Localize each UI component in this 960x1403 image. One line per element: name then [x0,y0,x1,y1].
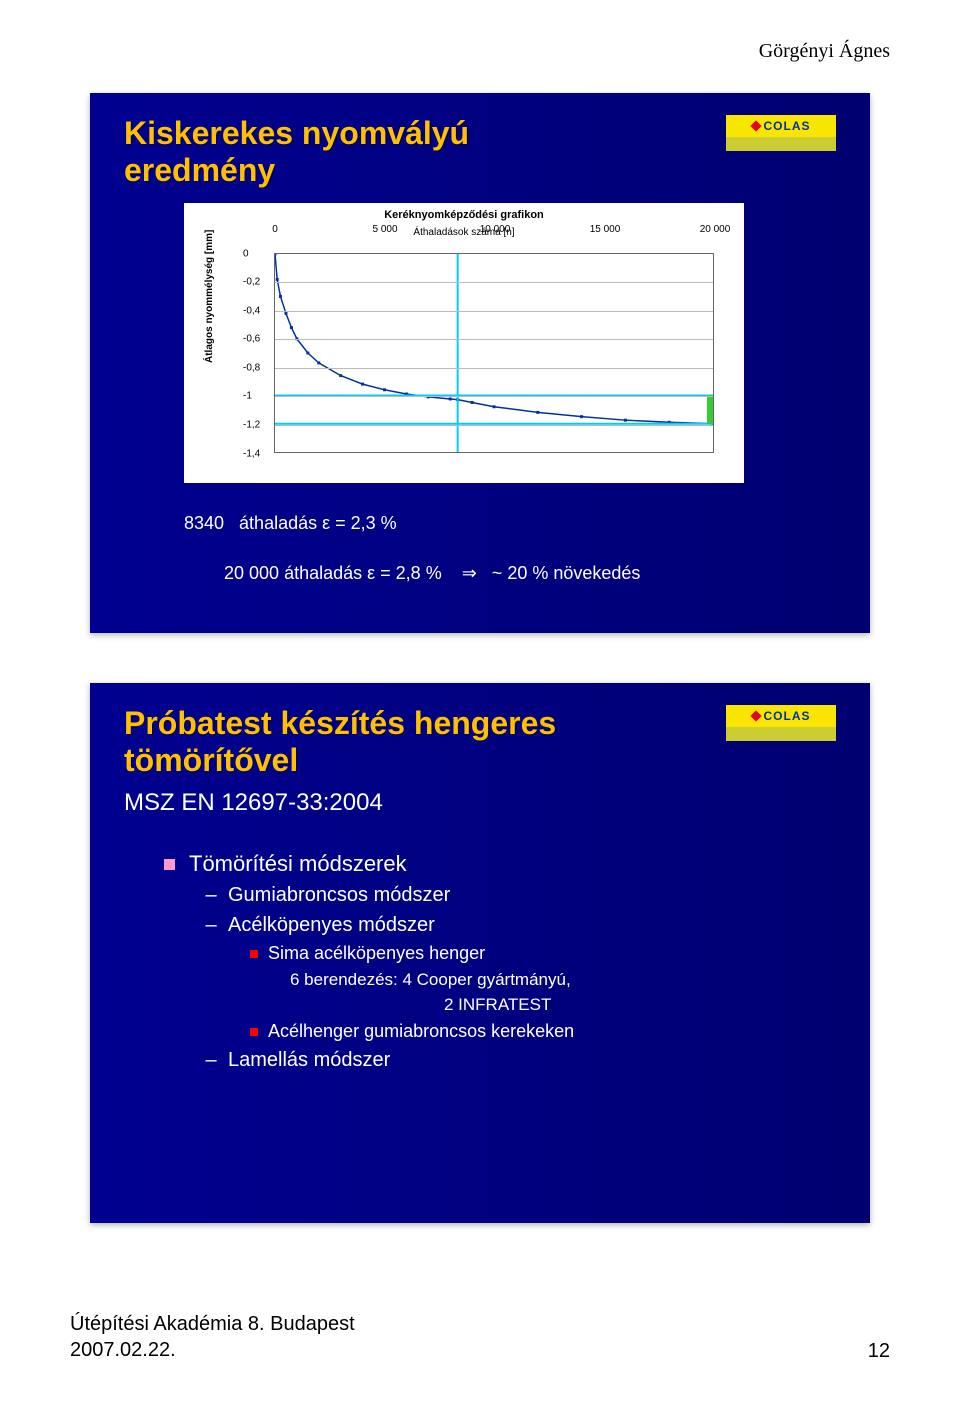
ytick-label: -0,6 [243,334,260,345]
footer-left: Útépítési Akadémia 8. Budapest 2007.02.2… [70,1311,355,1363]
ytick-label: 0 [243,248,249,259]
footer-page-number: 12 [868,1340,890,1363]
ytick-label: -0,2 [243,277,260,288]
colas-logo: COLAS [726,115,836,165]
colas-logo: COLAS [726,705,836,755]
sub-b1-text: Sima acélköpenyes henger [268,943,485,963]
title-line1: Kiskerekes nyomvályú [124,115,469,151]
square-red-icon [250,950,258,958]
logo-text: COLAS [764,709,811,723]
title-line1: Próbatest készítés hengeres [124,705,556,741]
title-line2: eredmény [124,152,275,188]
footer-line1: Útépítési Akadémia 8. Budapest [70,1311,355,1337]
xtick-label: 0 [272,224,278,235]
sub-a-text: Gumiabroncsos módszer [228,884,450,906]
sub-item-b1b: 2 INFRATEST [444,992,836,1018]
sub-item-b2: Acélhenger gumiabroncsos kerekeken [250,1018,836,1045]
chart-subtitle: Áthaladások száma [n] [184,227,744,238]
sub-b1b-text: 2 INFRATEST [444,995,551,1014]
sub-b2-text: Acélhenger gumiabroncsos kerekeken [268,1021,574,1041]
sub-b1a-text: 6 berendezés: 4 Cooper gyártmányú, [290,970,571,989]
slide-1: COLAS Kiskerekes nyomvályú eredmény Keré… [90,93,870,633]
author-name: Görgényi Ágnes [70,40,890,63]
stats-line2b: ⇒ ~ 20 % növekedés [462,563,641,583]
stats-line2: 20 000 áthaladás ε = 2,8 % ⇒ ~ 20 % növe… [184,536,836,612]
page: Görgényi Ágnes COLAS Kiskerekes nyomvály… [0,0,960,1403]
sub-item-b: –Acélköpenyes módszer [204,910,836,940]
xtick-label: 5 000 [372,224,397,235]
bullet-main-text: Tömörítési módszerek [189,851,407,876]
page-footer: Útépítési Akadémia 8. Budapest 2007.02.2… [70,1311,890,1363]
ytick-label: -0,8 [243,362,260,373]
bullet-main: Tömörítési módszerek [164,847,836,880]
sub-item-a: –Gumiabroncsos módszer [204,880,836,910]
title-line2: tömörítővel [124,742,298,778]
sub-item-b1: Sima acélköpenyes henger [250,940,836,967]
stats-line1: 8340 áthaladás ε = 2,3 % [184,511,836,536]
xtick-label: 20 000 [700,224,731,235]
sub-item-b1a: 6 berendezés: 4 Cooper gyártmányú, [290,967,836,993]
chart-panel: Keréknyomképződési grafikon Áthaladások … [184,203,744,483]
footer-line2: 2007.02.22. [70,1337,355,1363]
xtick-label: 10 000 [480,224,511,235]
logo-text: COLAS [764,119,811,133]
slide-2: COLAS Próbatest készítés hengeres tömörí… [90,683,870,1223]
chart-title: Keréknyomképződési grafikon [184,203,744,221]
stats-line2a: 20 000 áthaladás ε = 2,8 % [224,563,442,583]
plot-area: 0-0,2-0,4-0,6-0,8-1-1,2-1,405 00010 0001… [274,253,714,453]
xtick-label: 15 000 [590,224,621,235]
slide2-subtitle: MSZ EN 12697-33:2004 [124,789,836,817]
sub-item-c: –Lamellás módszer [204,1045,836,1075]
ytick-label: -0,4 [243,305,260,316]
square-red-icon [250,1028,258,1036]
sub-b-text: Acélköpenyes módszer [228,914,435,936]
square-bullet-icon [164,859,175,870]
chart-ylabel: Átlagos nyommélység [mm] [204,229,215,362]
ytick-label: -1 [243,391,252,402]
ytick-label: -1,4 [243,448,260,459]
bullet-list: Tömörítési módszerek –Gumiabroncsos móds… [164,847,836,1075]
ytick-label: -1,2 [243,420,260,431]
sub-c-text: Lamellás módszer [228,1049,390,1071]
chart-svg [275,254,713,452]
stats-block: 8340 áthaladás ε = 2,3 % 20 000 áthaladá… [184,511,836,612]
